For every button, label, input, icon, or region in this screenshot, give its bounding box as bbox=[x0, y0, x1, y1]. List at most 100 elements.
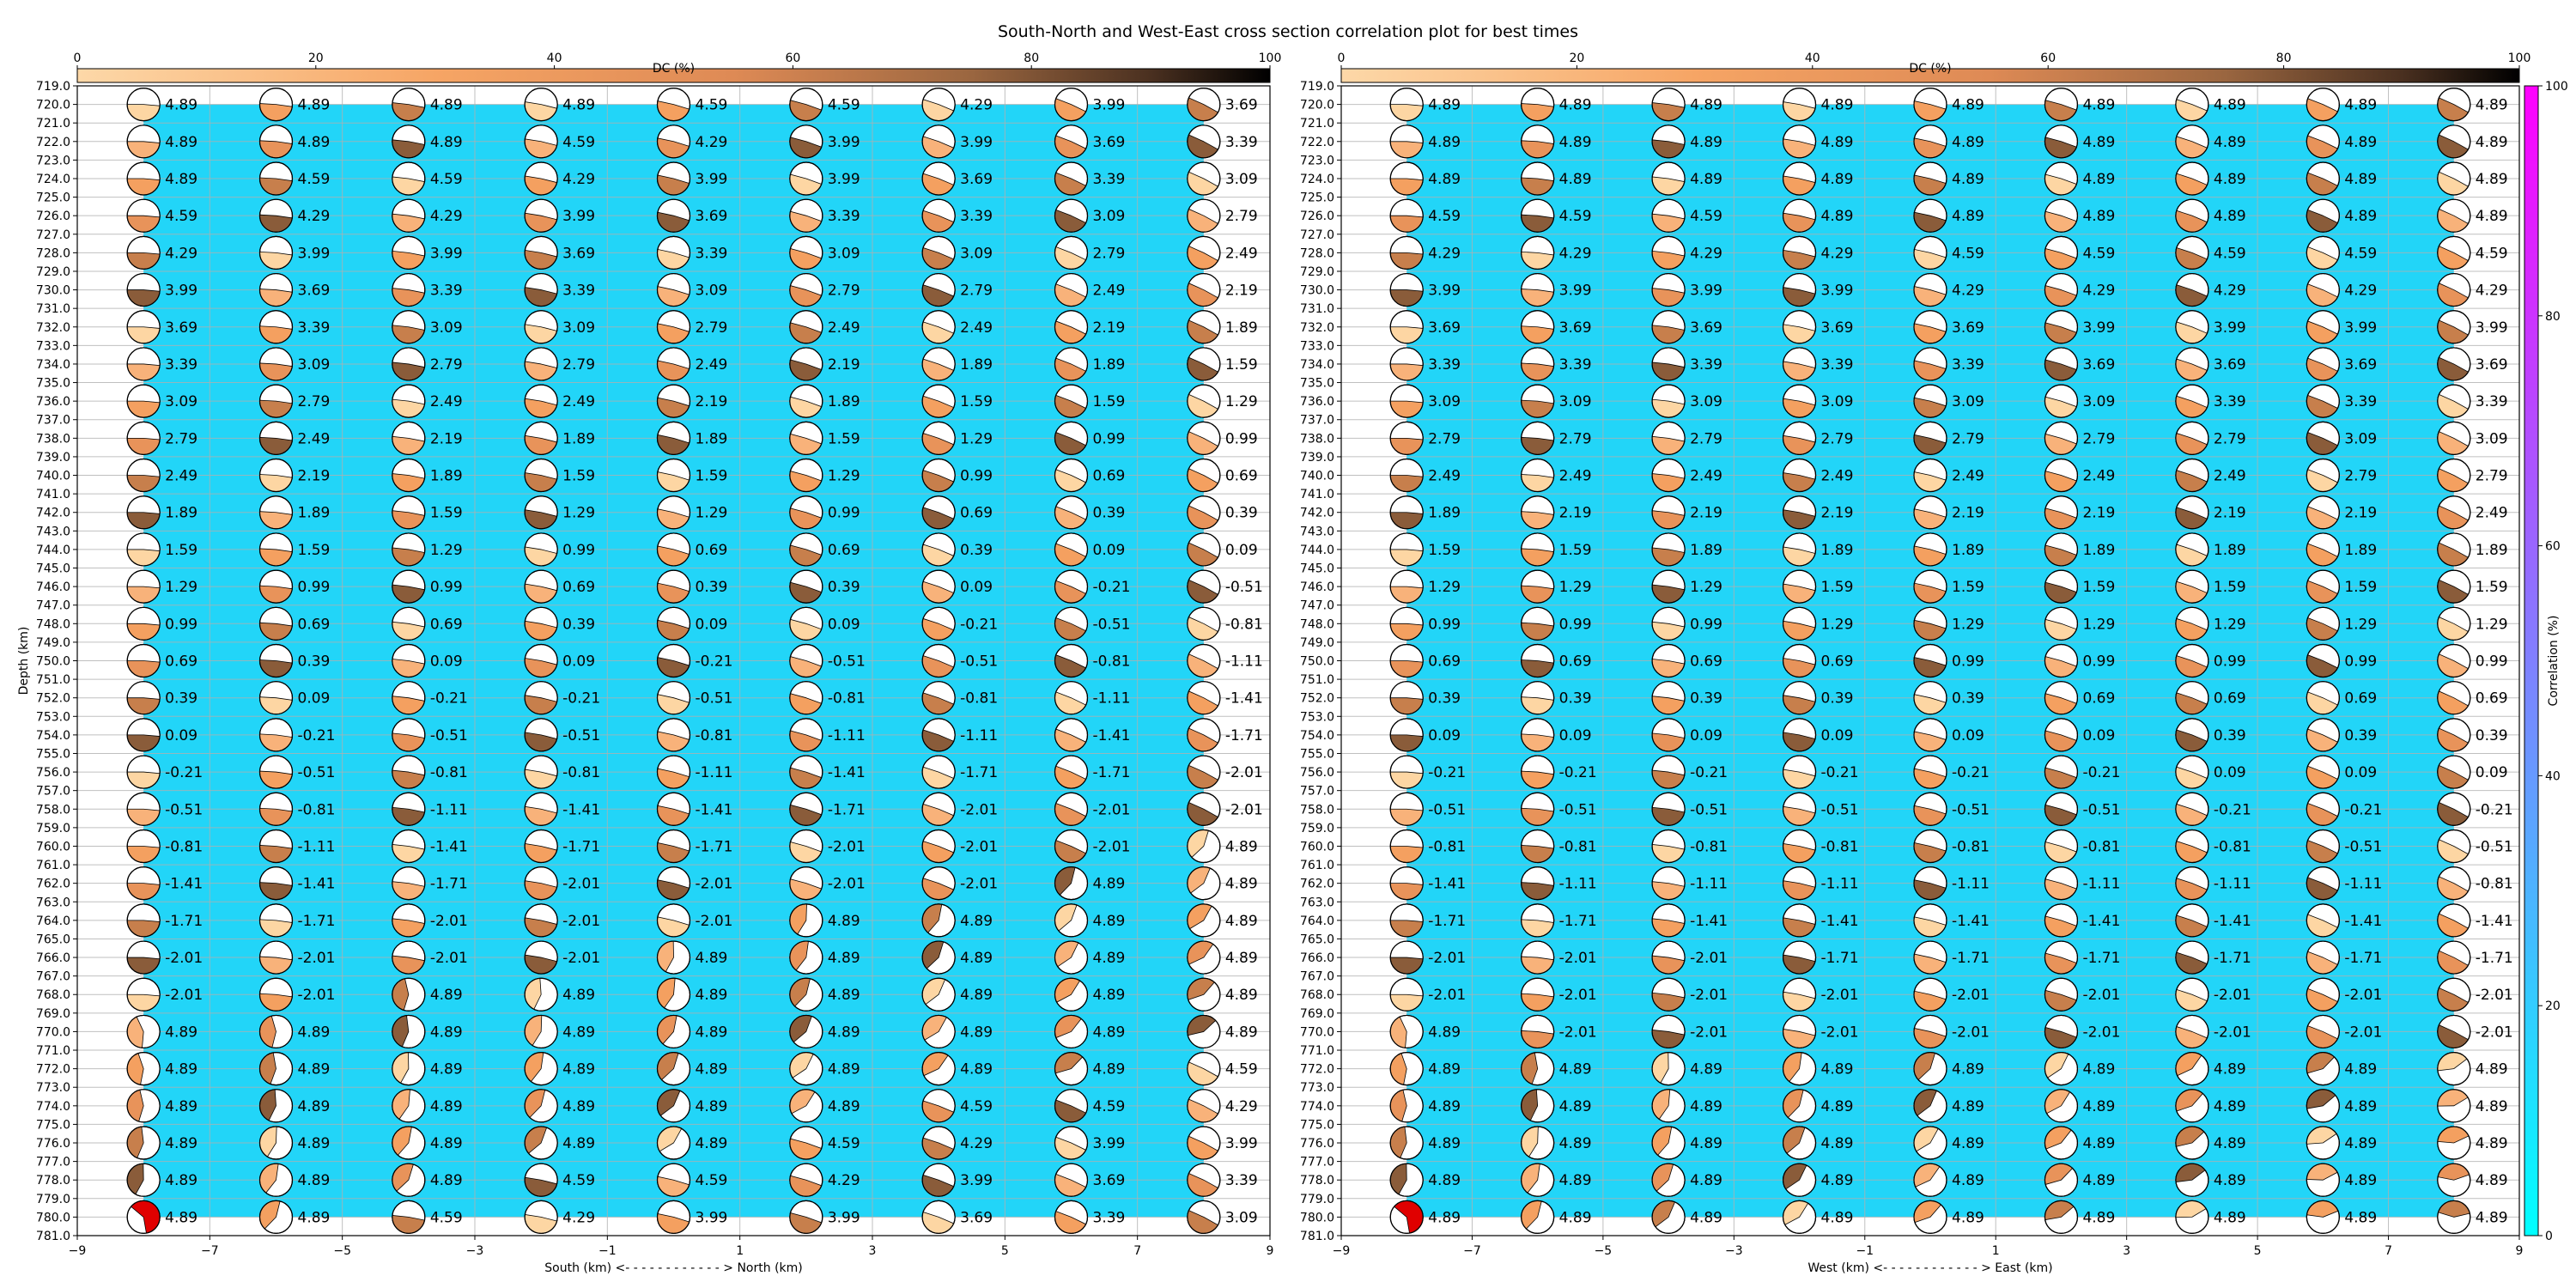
beachball bbox=[2175, 1052, 2209, 1086]
beachball bbox=[921, 384, 956, 418]
time-label: -0.51 bbox=[1559, 801, 1597, 818]
time-label: 1.89 bbox=[828, 393, 860, 410]
time-label: 3.69 bbox=[1225, 97, 1258, 114]
beachball bbox=[921, 1052, 956, 1086]
time-label: 2.79 bbox=[696, 319, 728, 337]
time-label: 0.39 bbox=[1093, 505, 1126, 522]
y-tick-label: 765.0 bbox=[1300, 933, 1334, 946]
time-label: 1.89 bbox=[1690, 542, 1722, 559]
time-label: 4.89 bbox=[1559, 171, 1592, 188]
beachball bbox=[392, 421, 426, 455]
beachball bbox=[1913, 792, 1947, 826]
beachball bbox=[1187, 125, 1221, 159]
beachball bbox=[126, 792, 161, 826]
time-label: 2.19 bbox=[1559, 505, 1592, 522]
beachball bbox=[524, 903, 558, 938]
time-label: -2.01 bbox=[1821, 987, 1859, 1004]
beachball bbox=[656, 569, 691, 604]
time-label: 1.29 bbox=[430, 542, 463, 559]
beachball bbox=[921, 1089, 956, 1123]
time-label: 0.39 bbox=[960, 542, 993, 559]
beachball bbox=[392, 1089, 426, 1123]
y-tick-label: 753.0 bbox=[36, 710, 70, 724]
beachball bbox=[789, 384, 823, 418]
beachball bbox=[789, 718, 823, 752]
dc-tick-label: 0 bbox=[1338, 52, 1346, 65]
time-label: -0.51 bbox=[696, 690, 733, 708]
time-label: 4.89 bbox=[165, 1061, 197, 1078]
time-label: -1.11 bbox=[2214, 876, 2251, 893]
beachball bbox=[392, 569, 426, 604]
beachball bbox=[2044, 235, 2079, 270]
beachball bbox=[1054, 1126, 1089, 1160]
time-label: 4.89 bbox=[1952, 1209, 1984, 1226]
time-label: 1.59 bbox=[1559, 542, 1592, 559]
beachball bbox=[1054, 792, 1089, 826]
time-label: 3.39 bbox=[1559, 356, 1592, 374]
time-label: -1.71 bbox=[1428, 913, 1466, 930]
time-label: 4.89 bbox=[2476, 97, 2508, 114]
time-label: 4.89 bbox=[298, 1135, 331, 1152]
beachball bbox=[1521, 606, 1555, 641]
beachball bbox=[126, 161, 161, 196]
time-label: 0.39 bbox=[165, 690, 197, 708]
beachball bbox=[2044, 1200, 2079, 1235]
time-label: -0.81 bbox=[2476, 876, 2513, 893]
time-label: -0.51 bbox=[1952, 801, 1990, 818]
beachball bbox=[524, 161, 558, 196]
beachball bbox=[1389, 87, 1424, 122]
beachball bbox=[921, 421, 956, 455]
time-label: 4.89 bbox=[298, 1172, 331, 1189]
x-tick-label: −7 bbox=[1463, 1244, 1481, 1258]
beachball bbox=[656, 161, 691, 196]
time-label: 0.09 bbox=[165, 727, 197, 744]
time-label: 4.89 bbox=[828, 913, 860, 930]
time-label: 4.59 bbox=[696, 1172, 728, 1189]
time-label: 4.89 bbox=[165, 134, 197, 151]
y-tick-label: 733.0 bbox=[1300, 339, 1334, 353]
beachball bbox=[1651, 1163, 1686, 1197]
beachball bbox=[392, 866, 426, 901]
beachball bbox=[2437, 495, 2471, 530]
beachball bbox=[2437, 1089, 2471, 1123]
beachball bbox=[2175, 1200, 2209, 1235]
beachball bbox=[656, 1052, 691, 1086]
dc-tick-label: 20 bbox=[308, 52, 324, 65]
time-label: 0.09 bbox=[2344, 764, 2377, 781]
beachball bbox=[1651, 1014, 1686, 1049]
beachball bbox=[1651, 1052, 1686, 1086]
beachball bbox=[921, 495, 956, 530]
time-label: -0.81 bbox=[1559, 838, 1597, 855]
time-label: 1.59 bbox=[1428, 542, 1461, 559]
time-label: -1.11 bbox=[2344, 876, 2382, 893]
y-tick-label: 721.0 bbox=[1300, 117, 1334, 131]
beachball bbox=[1782, 235, 1817, 270]
x-tick-label: −3 bbox=[1725, 1244, 1743, 1258]
beachball bbox=[524, 235, 558, 270]
y-tick-label: 742.0 bbox=[1300, 507, 1334, 520]
time-label: 0.09 bbox=[828, 616, 860, 633]
beachball bbox=[392, 755, 426, 789]
time-label: 0.69 bbox=[696, 542, 728, 559]
time-label: 3.09 bbox=[1559, 393, 1592, 410]
time-label: 2.49 bbox=[696, 356, 728, 374]
time-label: 2.79 bbox=[828, 283, 860, 300]
beachball bbox=[126, 384, 161, 418]
y-tick-label: 725.0 bbox=[1300, 191, 1334, 205]
beachball bbox=[1651, 681, 1686, 715]
time-label: 3.39 bbox=[828, 208, 860, 225]
beachball bbox=[656, 458, 691, 493]
beachball bbox=[1054, 1200, 1089, 1235]
beachball bbox=[2175, 1014, 2209, 1049]
beachball bbox=[1187, 940, 1221, 975]
y-tick-label: 736.0 bbox=[1300, 395, 1334, 409]
time-label: 4.89 bbox=[696, 1098, 728, 1115]
time-label: 0.39 bbox=[1690, 690, 1722, 708]
time-label: 4.89 bbox=[1428, 1098, 1461, 1115]
beachball bbox=[2044, 310, 2079, 344]
time-label: 4.89 bbox=[2214, 208, 2246, 225]
time-label: -1.41 bbox=[2476, 913, 2513, 930]
time-label: 4.29 bbox=[960, 97, 993, 114]
time-label: -2.01 bbox=[1093, 801, 1131, 818]
time-label: 4.59 bbox=[1093, 1098, 1126, 1115]
